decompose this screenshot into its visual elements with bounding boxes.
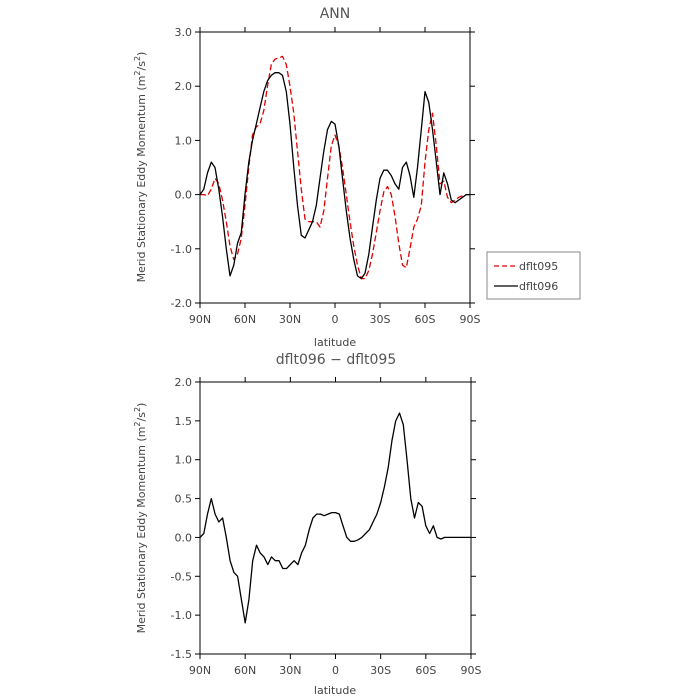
panel2-xtick-label: 60S bbox=[415, 664, 436, 677]
panel2-xtick-label: 60N bbox=[234, 664, 256, 677]
panel2-xtick-label: 0 bbox=[332, 664, 339, 677]
panel2-xtick-label: 90S bbox=[461, 664, 482, 677]
panel1-ytick-label: -2.0 bbox=[171, 297, 192, 310]
panel1-xtick-label: 30S bbox=[370, 313, 391, 326]
panel1-xtick-label: 60N bbox=[234, 313, 256, 326]
panel2-ytick-label: -1.0 bbox=[171, 609, 192, 622]
panel1-frame bbox=[199, 31, 471, 304]
panel2-y-unit-exp1: 2 bbox=[133, 421, 142, 426]
panel2-y-label-name: Merid Stationary Eddy Momentum bbox=[135, 445, 148, 633]
panel1-ytick-label: 3.0 bbox=[175, 26, 193, 39]
legend-label-dflt096: dflt096 bbox=[519, 280, 558, 293]
panel1-y-unit-base: m bbox=[135, 76, 148, 87]
panel2-frame bbox=[199, 381, 472, 655]
panel1-ytick-label: 1.0 bbox=[175, 134, 193, 147]
panel2-y-unit-base: m bbox=[135, 427, 148, 438]
panel2-series-line-series-0 bbox=[199, 412, 471, 624]
panel1-series bbox=[199, 55, 470, 280]
panel1-series-line-dflt095 bbox=[200, 55, 470, 280]
panel-difference: dflt096 − dflt095 -1.5 -1.0 -0.5 0.0 0.5 1.0 1… bbox=[133, 352, 482, 697]
panel1-ytick-label: -1.0 bbox=[171, 243, 192, 256]
panel2-ytick-label: 1.0 bbox=[175, 454, 193, 467]
panel1-series-line-dflt096 bbox=[199, 72, 470, 280]
panel2-xtick-label: 30S bbox=[370, 664, 391, 677]
panel2-ytick-label: 0.0 bbox=[175, 531, 193, 544]
panel2-ytick-label: 2.0 bbox=[175, 376, 193, 389]
panel1-xtick-label: 0 bbox=[332, 313, 339, 326]
panel-ann: ANN -2.0 -1.0 0.0 1.0 2.0 3.0 90N 60N 30N 0 30S 60… bbox=[133, 6, 581, 349]
panel2-y-axis: -1.5 -1.0 -0.5 0.0 0.5 1.0 1.5 2.0 bbox=[171, 376, 476, 661]
panel2-y-label: Merid Stationary Eddy Momentum (m2/s2) bbox=[133, 403, 148, 634]
panel1-title: ANN bbox=[320, 6, 351, 22]
panel2-ytick-label: 0.5 bbox=[175, 493, 193, 506]
panel1-y-unit-exp1: 2 bbox=[133, 70, 142, 75]
panel1-y-unit-mid: /s bbox=[135, 61, 148, 71]
panel1-ytick-label: 2.0 bbox=[175, 80, 193, 93]
panel1-xtick-label: 90N bbox=[189, 313, 211, 326]
panel1-xtick-label: 30N bbox=[279, 313, 301, 326]
panel1-y-label-name: Merid Stationary Eddy Momentum bbox=[135, 94, 148, 282]
panel2-title: dflt096 − dflt095 bbox=[276, 352, 396, 368]
panel2-xtick-label: 90N bbox=[189, 664, 211, 677]
panel2-x-axis: 90N 60N 30N 0 30S 60S 90S bbox=[189, 377, 482, 677]
panel2-x-label: latitude bbox=[314, 684, 356, 697]
legend-label-dflt095: dflt095 bbox=[519, 260, 558, 273]
panel1-y-label: Merid Stationary Eddy Momentum (m2/s2) bbox=[133, 52, 148, 283]
panel2-y-unit-mid: /s bbox=[135, 412, 148, 422]
panel2-series bbox=[199, 412, 471, 624]
panel1-y-axis: -2.0 -1.0 0.0 1.0 2.0 3.0 bbox=[171, 26, 475, 310]
panel1-ytick-label: 0.0 bbox=[175, 189, 193, 202]
panel1-x-label: latitude bbox=[314, 336, 356, 349]
panel2-ytick-label: 1.5 bbox=[175, 415, 193, 428]
panel2-ytick-label: -0.5 bbox=[171, 570, 192, 583]
panel2-xtick-label: 30N bbox=[279, 664, 301, 677]
legend-box bbox=[486, 251, 581, 300]
panel1-xtick-label: 60S bbox=[415, 313, 436, 326]
panel1-xtick-label: 90S bbox=[460, 313, 481, 326]
panel1-x-axis: 90N 60N 30N 0 30S 60S 90S bbox=[189, 27, 481, 326]
panel2-y-unit-exp2: 2 bbox=[133, 407, 142, 412]
panel1-y-unit-exp2: 2 bbox=[133, 56, 142, 61]
legend: dflt095 dflt096 bbox=[486, 251, 581, 300]
panel2-ytick-label: -1.5 bbox=[171, 648, 192, 661]
